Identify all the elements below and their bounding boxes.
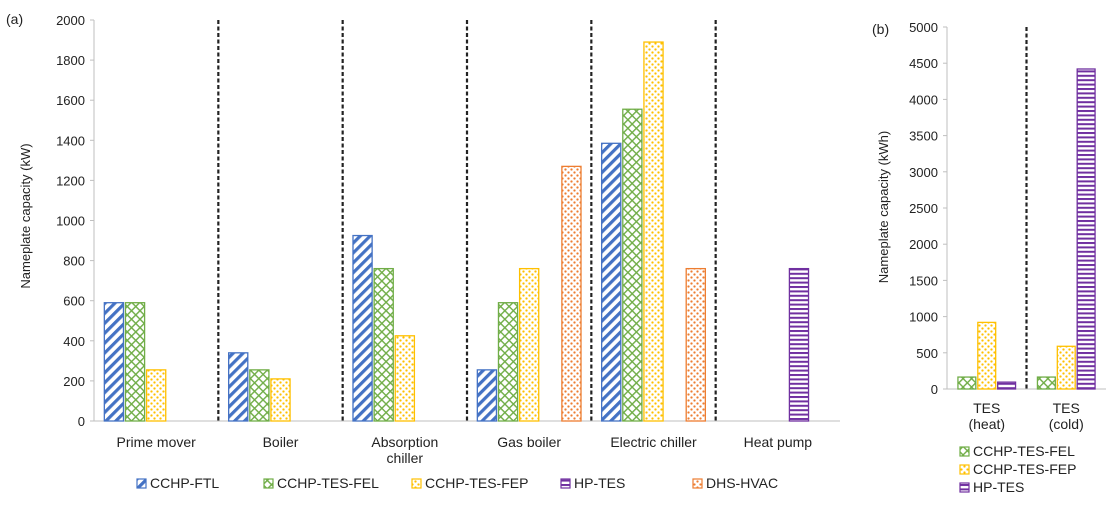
panel-a-ytick-label: 1600 bbox=[56, 93, 85, 108]
panel-a-bar-cchp-tes-fel-electric-chiller bbox=[622, 108, 643, 422]
panel-a-legend-swatch-hp-tes bbox=[560, 478, 571, 489]
panel-a-bar-cchp-tes-fel-gas-boiler bbox=[497, 302, 519, 422]
panel-a-ytick-label: 800 bbox=[63, 254, 85, 269]
panel-a-ytick-label: 0 bbox=[78, 414, 85, 429]
panel-a-label: (a) bbox=[6, 11, 23, 27]
panel-a-category-label: Electric chiller bbox=[610, 434, 697, 450]
panel-a-category-label: Heat pump bbox=[744, 434, 813, 450]
panel-b-ytick-label: 500 bbox=[916, 346, 938, 361]
panel-a-ylabel: Nameplate capacity (kW) bbox=[18, 143, 33, 288]
panel-b-legend-swatch-hp-tes bbox=[959, 482, 970, 493]
panel-a-ytick-label: 1800 bbox=[56, 53, 85, 68]
panel-b-category-label: (cold) bbox=[1049, 416, 1084, 432]
panel-b-axes: 0 500 1000 1500 2000 2500 3000 3500 4000 4500 5000 bbox=[909, 20, 1106, 397]
panel-b-bar-cchp-tes-fep-tes-cold bbox=[1056, 345, 1076, 390]
panel-b-legend-swatch-cchp-tes-fep bbox=[959, 464, 970, 475]
panel-b-ytick-label: 3500 bbox=[909, 129, 938, 144]
panel-a-legend-swatch-cchp-tes-fel bbox=[263, 478, 274, 489]
panel-a-bar-hp-tes-heat-pump bbox=[788, 267, 810, 422]
panel-b-bar-cchp-tes-fel-tes-heat bbox=[957, 376, 977, 390]
panel-a-category-label: Prime mover bbox=[116, 434, 196, 450]
panel-b-legend-swatch-cchp-tes-fel bbox=[959, 446, 970, 457]
panel-a-bar-cchp-tes-fel-absorption-chiller bbox=[373, 267, 394, 422]
panel-a-ytick-label: 1400 bbox=[56, 133, 85, 148]
panel-b-ytick-label: 4500 bbox=[909, 56, 938, 71]
panel-a-category-label: Boiler bbox=[263, 434, 299, 450]
panel-a-bars bbox=[103, 41, 810, 422]
panel-a-legend-swatch-cchp-tes-fep bbox=[411, 478, 422, 489]
chart-panel-a: (a) Nameplate capacity (kW) 0 200 400 600 80… bbox=[6, 11, 840, 491]
panel-b-category-labels: TES(heat)TES(cold) bbox=[968, 400, 1083, 432]
panel-b-category-label: TES bbox=[1053, 400, 1080, 416]
panel-a-bar-cchp-ftl-prime-mover bbox=[103, 302, 125, 422]
panel-b-ytick-label: 5000 bbox=[909, 20, 938, 35]
panel-a-legend-label-cchp-ftl: CCHP-FTL bbox=[150, 475, 219, 491]
panel-a-bar-cchp-tes-fep-gas-boiler bbox=[518, 267, 540, 422]
panel-b-bar-cchp-tes-fep-tes-heat bbox=[977, 321, 997, 390]
panel-a-bar-cchp-ftl-absorption-chiller bbox=[352, 234, 373, 422]
panel-a-bar-cchp-ftl-boiler bbox=[228, 352, 249, 422]
panel-a-ytick-label: 400 bbox=[63, 334, 85, 349]
panel-b-bar-hp-tes-tes-heat bbox=[997, 381, 1017, 390]
panel-a-bar-cchp-tes-fep-absorption-chiller bbox=[394, 335, 416, 422]
panel-a-category-label: Absorption bbox=[371, 434, 438, 450]
panel-a-bar-cchp-tes-fep-prime-mover bbox=[145, 369, 167, 422]
panel-b-legend-label-cchp-tes-fel: CCHP-TES-FEL bbox=[973, 443, 1075, 459]
panel-a-ytick-label: 600 bbox=[63, 294, 85, 309]
panel-b-ytick-label: 1500 bbox=[909, 273, 938, 288]
panel-a-bar-cchp-ftl-gas-boiler bbox=[476, 369, 498, 422]
panel-b-ytick-label: 3000 bbox=[909, 165, 938, 180]
panel-b-ytick-label: 1000 bbox=[909, 310, 938, 325]
panel-b-label: (b) bbox=[872, 21, 889, 37]
panel-b-category-label: TES bbox=[973, 400, 1000, 416]
panel-b-category-label: (heat) bbox=[968, 416, 1005, 432]
panel-b-ytick-label: 4000 bbox=[909, 92, 938, 107]
panel-b-bar-hp-tes-tes-cold bbox=[1076, 68, 1096, 390]
panel-b-bar-cchp-tes-fel-tes-cold bbox=[1036, 376, 1056, 390]
panel-a-legend: CCHP-FTL CCHP-TES-FEL CCHP-TES-FEP HP-TES DH… bbox=[136, 475, 778, 491]
panel-b-ytick-label: 2000 bbox=[909, 237, 938, 252]
panel-a-legend-label-hp-tes: HP-TES bbox=[574, 475, 625, 491]
panel-a-legend-label-cchp-tes-fep: CCHP-TES-FEP bbox=[425, 475, 528, 491]
panel-a-ytick-label: 1000 bbox=[56, 214, 85, 229]
panel-b-ytick-label: 2500 bbox=[909, 201, 938, 216]
panel-b-legend-label-hp-tes: HP-TES bbox=[973, 479, 1024, 495]
panel-a-bar-dhs-hvac-gas-boiler bbox=[561, 165, 582, 422]
panel-a-bar-dhs-hvac-electric-chiller bbox=[685, 267, 706, 422]
panel-a-legend-swatch-dhs-hvac bbox=[692, 478, 703, 489]
chart-panel-b: (b) Nameplate capacity (kWh) 0 500 1000 150… bbox=[872, 20, 1106, 495]
panel-b-legend-label-cchp-tes-fep: CCHP-TES-FEP bbox=[973, 461, 1076, 477]
panel-a-axes: 0 200 400 600 800 1000 1200 1400 1600 1800 2000 bbox=[56, 13, 840, 429]
panel-a-bar-cchp-ftl-electric-chiller bbox=[601, 142, 622, 422]
panel-b-ytick-label: 0 bbox=[931, 382, 938, 397]
panel-a-legend-label-dhs-hvac: DHS-HVAC bbox=[706, 475, 778, 491]
panel-a-bar-cchp-tes-fep-electric-chiller bbox=[643, 41, 664, 422]
panel-a-legend-label-cchp-tes-fel: CCHP-TES-FEL bbox=[277, 475, 379, 491]
panel-a-ytick-label: 1200 bbox=[56, 173, 85, 188]
panel-a-category-label: Gas boiler bbox=[497, 434, 561, 450]
panel-b-bars bbox=[957, 68, 1096, 390]
panel-a-ytick-label: 200 bbox=[63, 374, 85, 389]
panel-a-bar-cchp-tes-fel-boiler bbox=[249, 369, 270, 422]
panel-a-legend-swatch-cchp-ftl bbox=[136, 478, 147, 489]
panel-a-category-label: chiller bbox=[387, 450, 424, 466]
panel-a-bar-cchp-tes-fep-boiler bbox=[270, 378, 291, 422]
panel-a-ytick-label: 2000 bbox=[56, 13, 85, 28]
panel-b-legend: CCHP-TES-FEL CCHP-TES-FEP HP-TES bbox=[959, 443, 1076, 495]
panel-a-bar-cchp-tes-fel-prime-mover bbox=[124, 302, 146, 422]
panel-b-ylabel: Nameplate capacity (kWh) bbox=[876, 131, 891, 283]
